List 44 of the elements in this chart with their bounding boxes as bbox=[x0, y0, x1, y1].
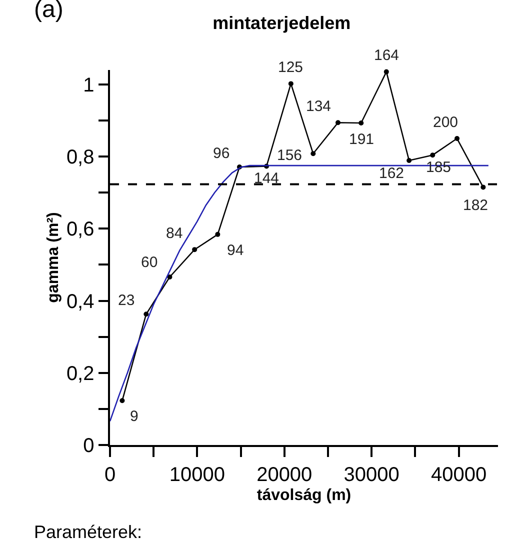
annotation: 191 bbox=[349, 131, 374, 148]
x-tick-label: 30000 bbox=[344, 464, 400, 486]
annotation: 182 bbox=[463, 197, 488, 214]
point bbox=[288, 81, 294, 86]
annotation: 84 bbox=[166, 225, 183, 242]
point bbox=[144, 312, 149, 317]
point bbox=[192, 247, 198, 252]
point bbox=[336, 120, 340, 126]
point bbox=[384, 69, 389, 74]
x-tick-label: 20000 bbox=[256, 464, 312, 486]
y-tick-label: 0 bbox=[83, 435, 94, 457]
y-tick-label: 0,8 bbox=[66, 146, 94, 169]
annotation: 96 bbox=[213, 145, 230, 162]
annotation: 144 bbox=[254, 170, 280, 187]
y-tick-label: 0,6 bbox=[66, 218, 94, 241]
point bbox=[215, 232, 220, 237]
y-tick-label: 0,4 bbox=[66, 290, 94, 313]
x-tick-label: 0 bbox=[104, 464, 116, 486]
annotation: 162 bbox=[379, 165, 404, 182]
chart-title: mintaterjedelem bbox=[212, 12, 351, 33]
point bbox=[430, 152, 436, 158]
annotation: 23 bbox=[118, 292, 135, 309]
x-tick-label: 40000 bbox=[430, 464, 487, 486]
point bbox=[167, 274, 172, 280]
annotation: 156 bbox=[277, 147, 302, 164]
y-tick-label: 1 bbox=[83, 74, 94, 96]
point bbox=[358, 120, 364, 126]
point bbox=[406, 158, 412, 163]
annotation: 125 bbox=[278, 59, 304, 76]
point bbox=[120, 398, 125, 404]
annotation: 9 bbox=[130, 408, 138, 425]
x-axis-title: távolság (m) bbox=[256, 486, 352, 504]
annotation: 134 bbox=[306, 98, 332, 115]
x-tick-label: 10000 bbox=[169, 464, 226, 486]
annotation: 164 bbox=[374, 47, 400, 64]
annotation: 200 bbox=[433, 114, 458, 131]
point bbox=[310, 151, 316, 156]
y-tick-label: 0,2 bbox=[66, 362, 94, 385]
text: Paraméterek: bbox=[34, 522, 142, 542]
annotation: 94 bbox=[227, 242, 244, 259]
point bbox=[480, 184, 486, 190]
y-axis-title: gamma (m²) bbox=[44, 212, 62, 303]
annotation: 60 bbox=[141, 254, 158, 271]
point bbox=[454, 136, 460, 142]
